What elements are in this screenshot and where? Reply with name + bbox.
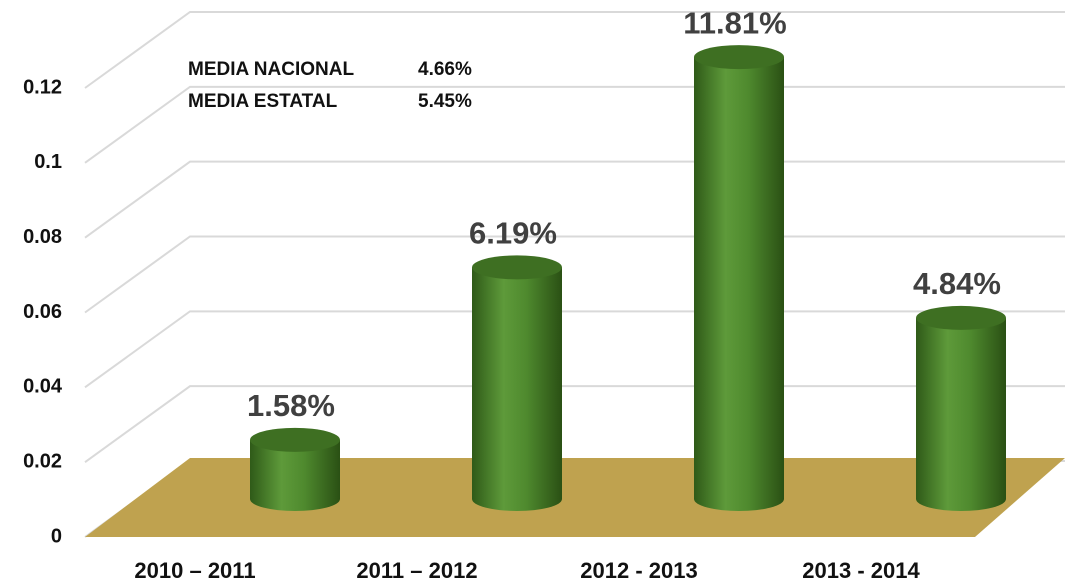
cylinder-body bbox=[250, 439, 340, 511]
cylinder bbox=[472, 255, 562, 511]
y-tick-label: 0.02 bbox=[23, 450, 62, 472]
x-tick-label: 2010 – 2011 bbox=[134, 558, 255, 583]
grid-line bbox=[84, 11, 1065, 89]
y-tick-label: 0.12 bbox=[23, 76, 62, 98]
grid bbox=[84, 11, 1065, 538]
value-label: 1.58% bbox=[247, 388, 335, 423]
annotation-label: MEDIA ESTATAL bbox=[188, 91, 338, 112]
y-tick-label: 0.1 bbox=[34, 151, 62, 173]
cylinder bbox=[694, 45, 784, 512]
cylinder-body bbox=[694, 57, 784, 512]
cylinder bbox=[250, 427, 340, 511]
cylinder-top bbox=[694, 45, 784, 70]
cylinder-body bbox=[916, 317, 1006, 511]
annotation-value: 4.66% bbox=[418, 59, 472, 80]
cylinder-top bbox=[250, 427, 340, 452]
value-label: 11.81% bbox=[683, 5, 786, 40]
cylinder-body bbox=[472, 267, 562, 511]
bars bbox=[250, 45, 1006, 512]
y-tick-label: 0 bbox=[51, 525, 62, 547]
grid-line bbox=[84, 160, 1065, 239]
x-tick-label: 2012 - 2013 bbox=[580, 558, 697, 583]
x-tick-label: 2013 - 2014 bbox=[802, 558, 920, 583]
annotation-label: MEDIA NACIONAL bbox=[188, 59, 354, 80]
y-tick-label: 0.08 bbox=[23, 226, 62, 248]
y-tick-label: 0.04 bbox=[23, 376, 63, 398]
x-tick-label: 2011 – 2012 bbox=[356, 558, 477, 583]
cylinder-top bbox=[472, 255, 562, 280]
value-label: 6.19% bbox=[469, 216, 557, 251]
annotation-value: 5.45% bbox=[418, 91, 472, 112]
y-tick-label: 0.06 bbox=[23, 301, 62, 323]
cylinder-top bbox=[916, 305, 1006, 330]
value-label: 4.84% bbox=[913, 266, 1001, 301]
cylinder bbox=[916, 305, 1006, 511]
